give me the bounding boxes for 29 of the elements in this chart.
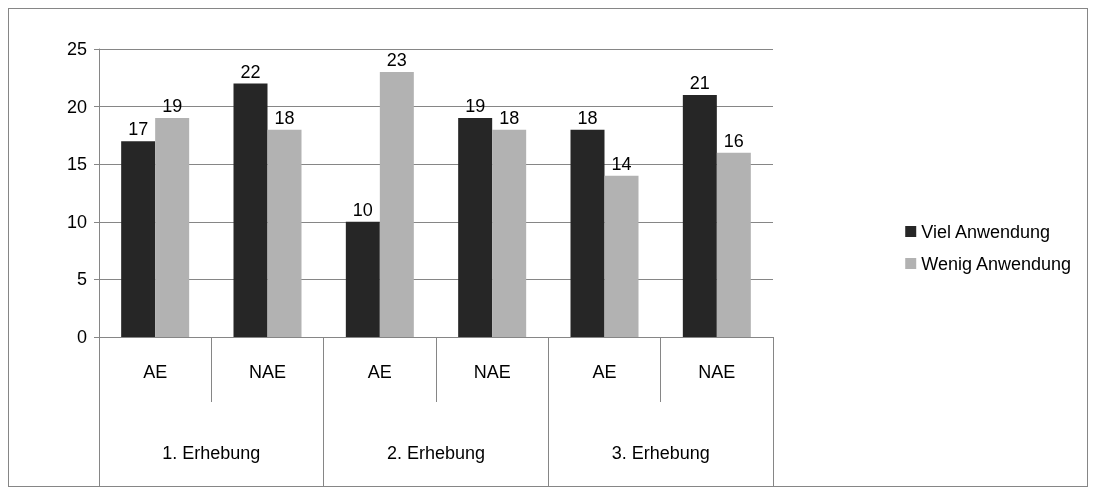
data-label: 19 bbox=[465, 96, 486, 117]
legend-label: Wenig Anwendung bbox=[921, 253, 1072, 274]
x-tick-label: NAE bbox=[473, 362, 511, 382]
data-label: 19 bbox=[162, 96, 183, 117]
data-label: 18 bbox=[499, 107, 520, 128]
text: 1. Erhebung bbox=[162, 443, 261, 463]
data-label: 14 bbox=[611, 153, 632, 174]
y-tick-label: 0 bbox=[76, 327, 87, 347]
data-label: 22 bbox=[240, 61, 261, 82]
data-label: 17 bbox=[128, 119, 149, 140]
text: 2. Erhebung bbox=[386, 443, 486, 463]
x-tick-label: AE bbox=[592, 362, 617, 382]
x-tick-label: NAE bbox=[248, 362, 287, 382]
text: 3. Erhebung bbox=[611, 443, 710, 463]
y-tick-label: 25 bbox=[66, 39, 87, 59]
y-tick-label: 5 bbox=[76, 269, 87, 290]
y-tick-label: 15 bbox=[66, 154, 87, 175]
legend-label: Viel Anwendung bbox=[921, 221, 1050, 242]
data-label: 23 bbox=[386, 50, 407, 71]
data-label: 18 bbox=[274, 107, 295, 128]
data-label: 21 bbox=[689, 73, 710, 94]
data-label: 16 bbox=[723, 130, 744, 151]
x-tick-label: AE bbox=[367, 362, 392, 382]
x-tick-label: AE bbox=[143, 362, 168, 382]
x-tick-label: NAE bbox=[698, 362, 736, 382]
y-tick-label: 20 bbox=[66, 96, 87, 117]
data-label: 18 bbox=[577, 107, 598, 128]
data-label: 10 bbox=[352, 199, 373, 220]
y-tick-label: 10 bbox=[66, 211, 87, 232]
